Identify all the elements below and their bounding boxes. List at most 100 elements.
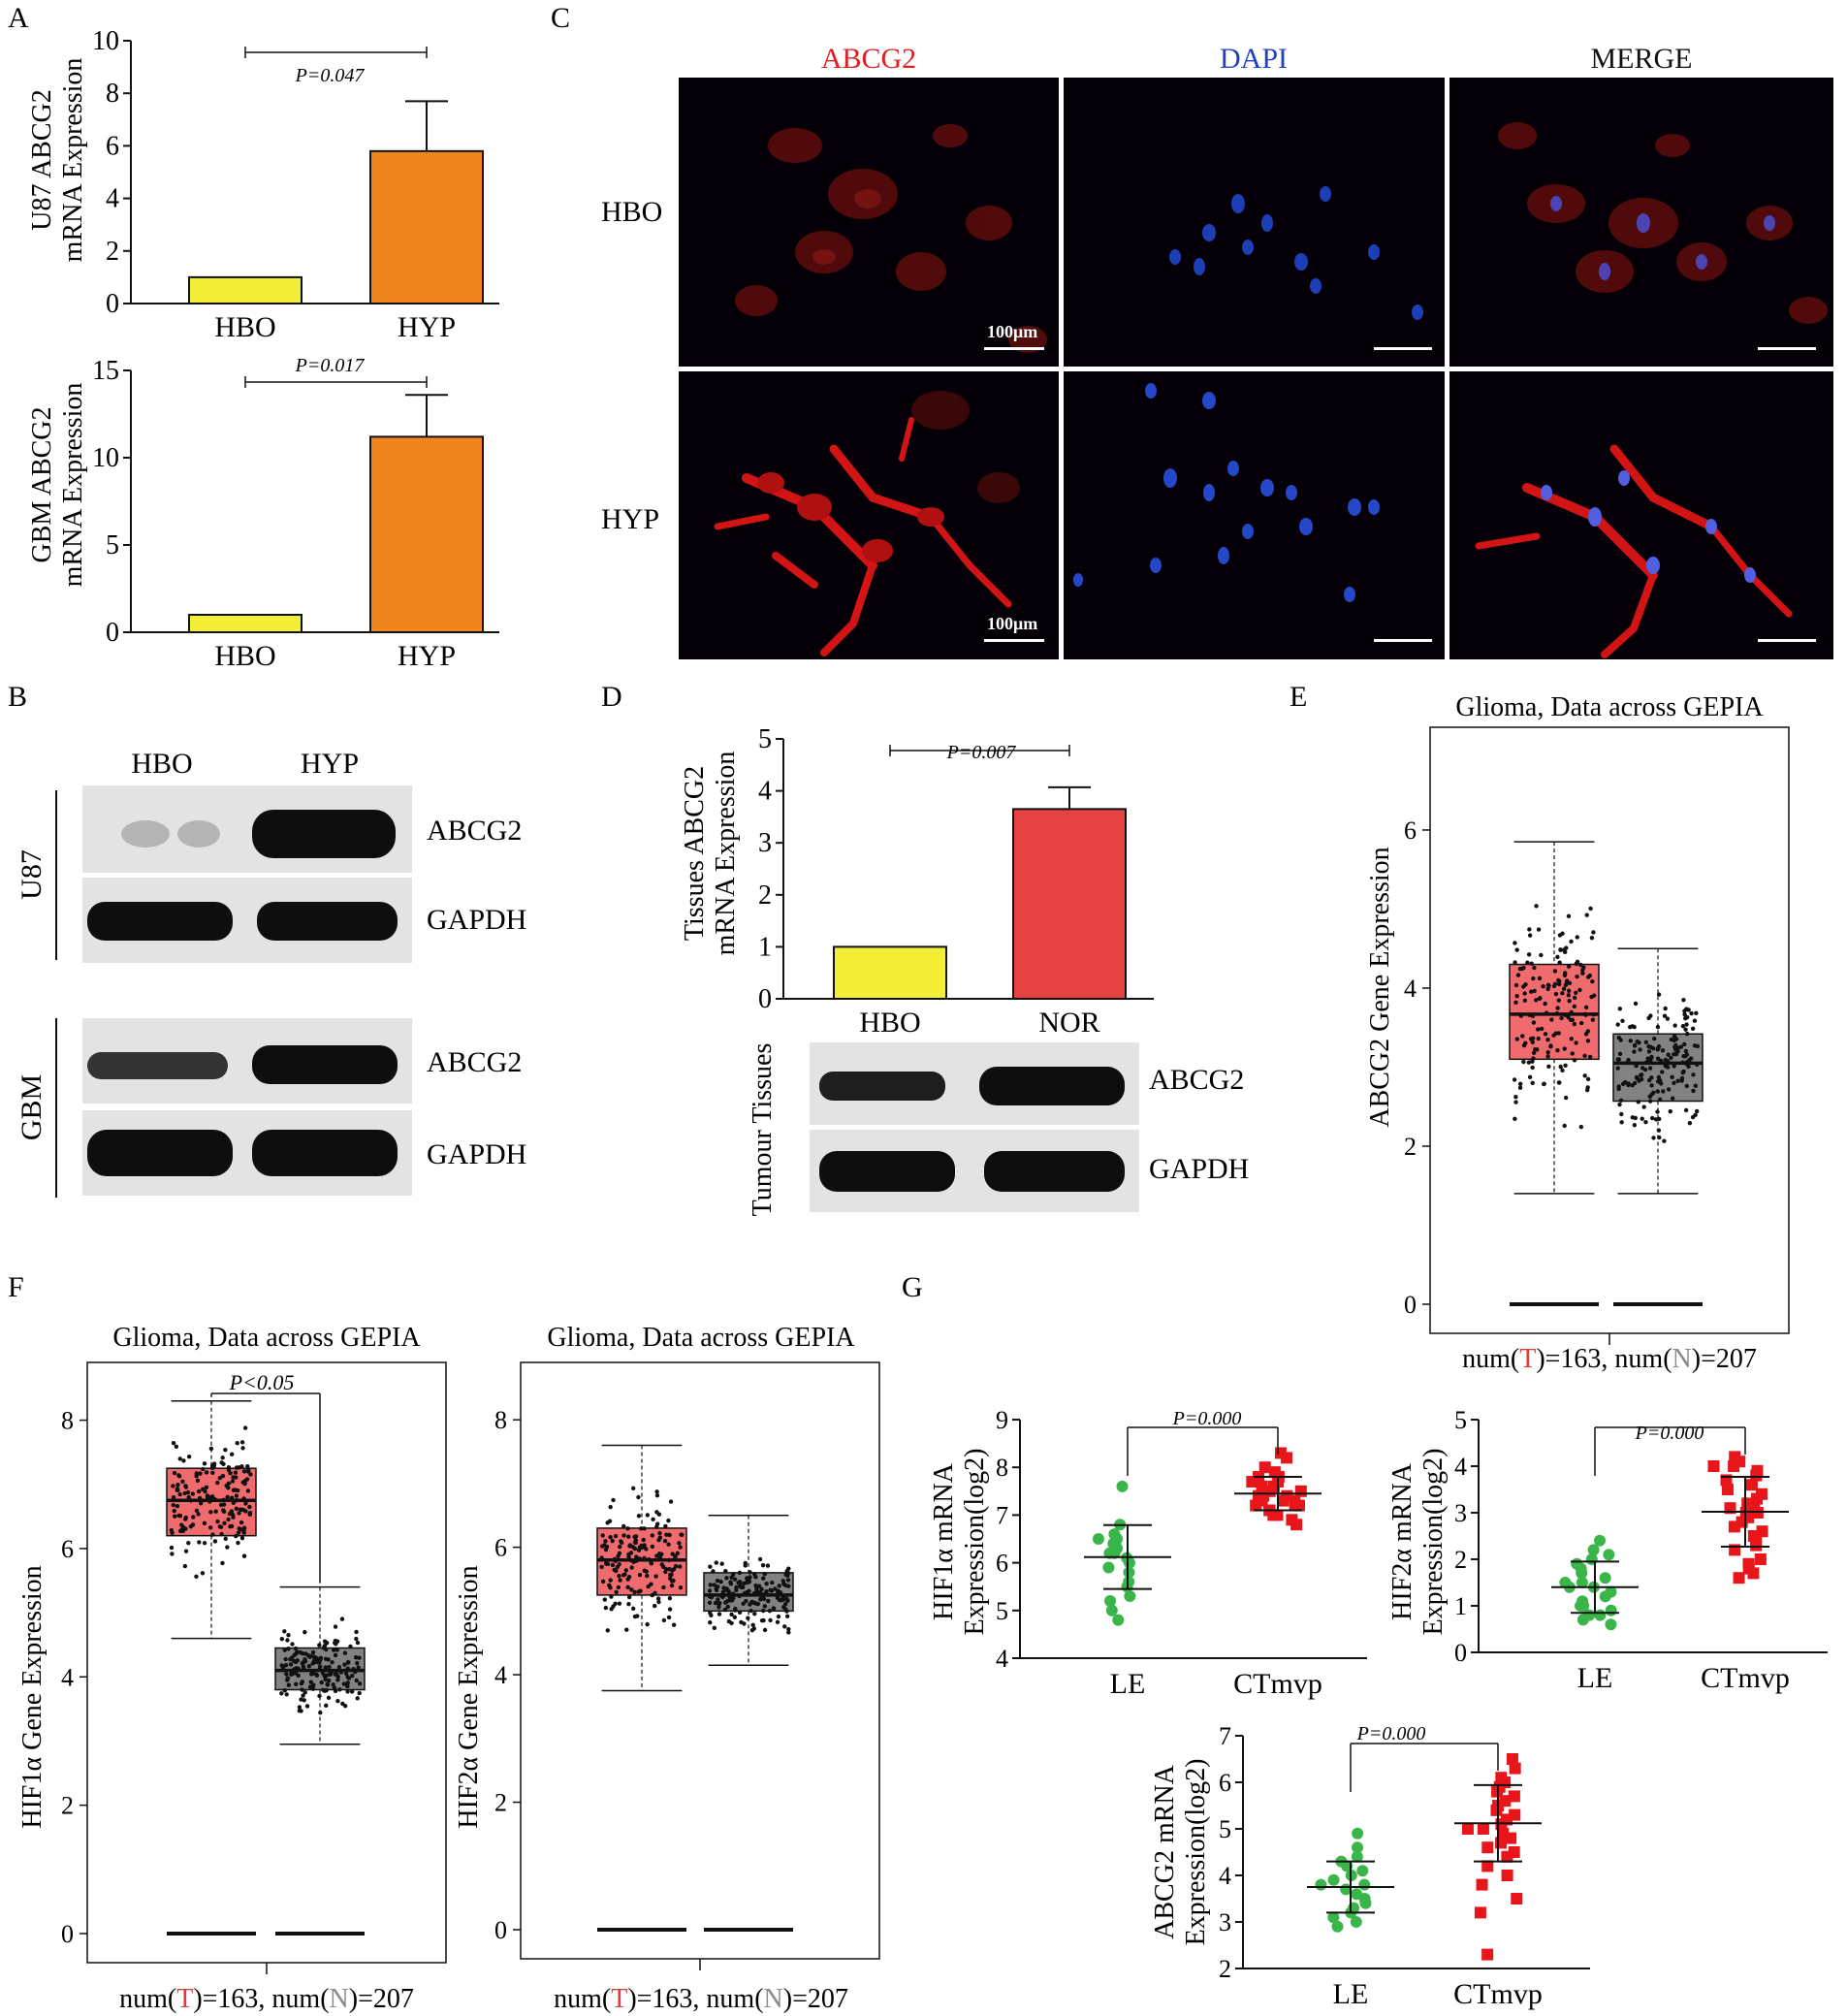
data-point bbox=[283, 1663, 289, 1668]
data-point bbox=[670, 1552, 675, 1556]
data-point bbox=[785, 1598, 790, 1603]
data-point bbox=[210, 1532, 215, 1537]
data-point bbox=[227, 1511, 233, 1517]
data-point bbox=[610, 1538, 615, 1544]
data-point bbox=[202, 1541, 207, 1546]
data-point bbox=[1652, 1036, 1657, 1041]
data-point bbox=[1590, 979, 1595, 984]
data-point bbox=[1658, 1081, 1664, 1086]
data-point bbox=[220, 1508, 226, 1513]
y-axis-label: U87 ABCG2 bbox=[27, 89, 57, 230]
data-point bbox=[218, 1524, 224, 1529]
blot-u87-gapdh bbox=[82, 878, 412, 963]
data-point bbox=[608, 1578, 613, 1583]
band-label-gapdh: GAPDH bbox=[427, 904, 526, 936]
data-point bbox=[225, 1545, 230, 1550]
data-point bbox=[723, 1568, 728, 1574]
data-point bbox=[1551, 1033, 1556, 1038]
data-point bbox=[282, 1687, 287, 1693]
data-point-le bbox=[1587, 1544, 1600, 1556]
data-point bbox=[718, 1579, 723, 1584]
column-label-hyp: HYP bbox=[301, 748, 359, 780]
data-point bbox=[171, 1494, 176, 1500]
y-tick-label: 5 bbox=[106, 530, 119, 560]
data-point bbox=[746, 1616, 750, 1620]
data-point bbox=[311, 1658, 317, 1663]
data-point bbox=[301, 1693, 305, 1698]
data-point bbox=[632, 1546, 638, 1552]
data-point bbox=[355, 1696, 360, 1701]
data-point bbox=[1692, 1018, 1698, 1023]
scale-bar bbox=[1758, 639, 1816, 642]
data-point bbox=[668, 1499, 674, 1504]
data-point bbox=[724, 1587, 729, 1592]
blot-u87-abcg2 bbox=[82, 785, 412, 873]
y-tick-label: 4 bbox=[1404, 975, 1417, 1003]
data-point bbox=[657, 1530, 662, 1536]
y-tick-label: 8 bbox=[61, 1407, 74, 1435]
data-point bbox=[728, 1582, 734, 1586]
data-point bbox=[737, 1581, 743, 1585]
scale-bar bbox=[1374, 639, 1432, 642]
data-point bbox=[764, 1581, 769, 1586]
data-point bbox=[306, 1664, 312, 1669]
data-point bbox=[1656, 992, 1662, 997]
data-point bbox=[1690, 1026, 1696, 1031]
micrograph-abcg2-hyp: 100μm bbox=[679, 371, 1059, 659]
data-point bbox=[716, 1597, 720, 1602]
data-point-ctmvp bbox=[1280, 1452, 1292, 1464]
data-point bbox=[745, 1576, 749, 1581]
data-point bbox=[678, 1584, 684, 1590]
data-point bbox=[1532, 988, 1537, 994]
data-point bbox=[1517, 1081, 1523, 1087]
data-point bbox=[1651, 1136, 1656, 1140]
data-point bbox=[1656, 1128, 1662, 1133]
data-point bbox=[1513, 1000, 1518, 1006]
data-point bbox=[183, 1549, 189, 1553]
data-point bbox=[190, 1491, 196, 1496]
data-point bbox=[1517, 1085, 1523, 1090]
data-point-le bbox=[1351, 1850, 1363, 1863]
data-point bbox=[177, 1491, 182, 1497]
data-point bbox=[771, 1606, 777, 1611]
data-point bbox=[656, 1599, 661, 1605]
data-point bbox=[1520, 1034, 1525, 1039]
data-point bbox=[1694, 1010, 1699, 1016]
column-label-hbo: HBO bbox=[131, 748, 192, 780]
data-point bbox=[607, 1583, 612, 1588]
data-point bbox=[741, 1601, 746, 1607]
data-point bbox=[210, 1470, 215, 1476]
data-point bbox=[303, 1656, 307, 1662]
data-point bbox=[1615, 1022, 1620, 1027]
data-point bbox=[654, 1510, 659, 1515]
data-point bbox=[1620, 1018, 1625, 1024]
data-point bbox=[292, 1658, 297, 1664]
data-point bbox=[713, 1600, 718, 1606]
scale-bar bbox=[1758, 347, 1816, 350]
band-label-abcg2: ABCG2 bbox=[427, 815, 522, 847]
data-point bbox=[653, 1574, 658, 1579]
y-tick-label: 4 bbox=[61, 1663, 74, 1691]
y-tick-label: 5 bbox=[1219, 1815, 1231, 1843]
data-point bbox=[670, 1568, 675, 1573]
data-point bbox=[633, 1540, 638, 1546]
data-point bbox=[319, 1680, 324, 1685]
data-point bbox=[625, 1526, 630, 1531]
data-point bbox=[300, 1680, 305, 1684]
data-point-ctmvp bbox=[1751, 1492, 1764, 1505]
data-point bbox=[1649, 1055, 1654, 1060]
data-point bbox=[1548, 1043, 1553, 1048]
data-point bbox=[614, 1568, 619, 1574]
data-point bbox=[334, 1648, 339, 1652]
data-point bbox=[182, 1490, 187, 1496]
y-tick-label: 0 bbox=[758, 984, 772, 1014]
data-point bbox=[194, 1471, 199, 1476]
data-point bbox=[198, 1500, 204, 1506]
data-point-le bbox=[1576, 1614, 1589, 1626]
y-tick-label: 6 bbox=[1404, 816, 1417, 845]
data-point bbox=[1680, 1070, 1685, 1075]
data-point bbox=[1546, 1064, 1551, 1070]
data-point-le bbox=[1123, 1556, 1135, 1569]
data-point bbox=[603, 1539, 608, 1544]
data-point bbox=[239, 1535, 245, 1541]
